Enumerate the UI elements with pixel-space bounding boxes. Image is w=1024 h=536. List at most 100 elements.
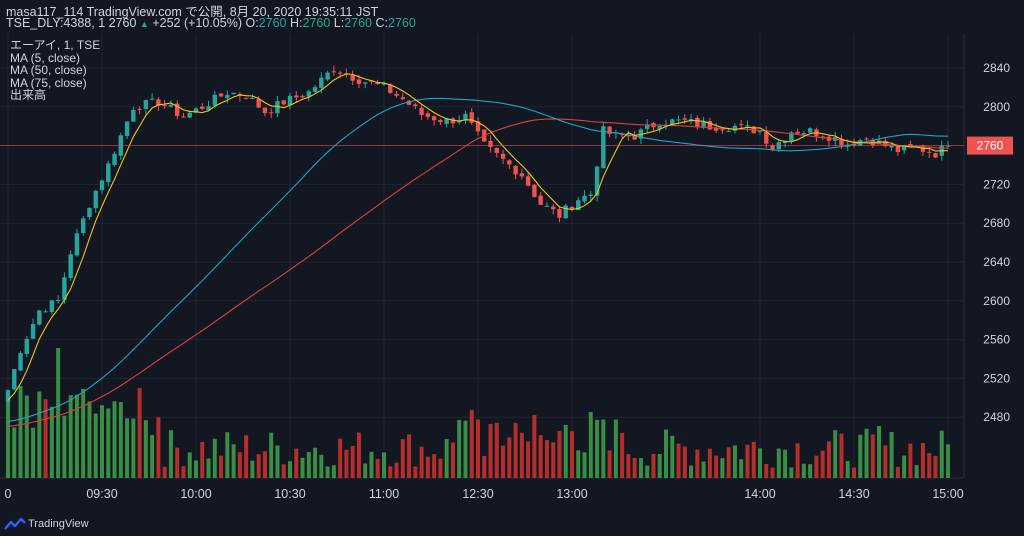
- volume-bar: [118, 402, 123, 478]
- volume-bar: [808, 464, 813, 478]
- volume-bar: [858, 434, 863, 478]
- volume-bar: [344, 449, 349, 478]
- candle-body: [463, 113, 468, 120]
- volume-bar: [488, 424, 493, 478]
- close-value: 2760: [388, 16, 416, 30]
- time-tick-label: 09:30: [86, 487, 117, 501]
- volume-bar: [125, 418, 130, 478]
- candle-body: [262, 107, 268, 114]
- candle-body: [43, 311, 48, 313]
- candle-body: [895, 145, 901, 153]
- candle-body: [30, 323, 36, 339]
- ohlc-line: TSE_DLY:4388, 1 2760 ▲ +252 (+10.05%) O:…: [6, 16, 416, 30]
- candle-body: [770, 145, 775, 150]
- candle-body: [225, 94, 230, 99]
- candle-body: [250, 98, 255, 100]
- candle-body: [294, 95, 299, 98]
- tradingview-logo-icon[interactable]: [4, 517, 26, 531]
- candle-body: [513, 165, 518, 175]
- candle-body: [645, 124, 650, 129]
- brand-name[interactable]: TradingView: [28, 518, 89, 530]
- candle-body: [682, 118, 687, 120]
- candle-body: [68, 254, 73, 278]
- candle-body: [381, 82, 387, 85]
- volume-bar: [795, 443, 800, 478]
- volume-bar: [156, 417, 161, 478]
- volume-bar: [143, 420, 148, 478]
- up-arrow-icon: ▲: [139, 19, 149, 29]
- price-tick-label: 2640: [983, 255, 1010, 269]
- volume-bar: [877, 426, 882, 478]
- legend-ma75[interactable]: MA (75, close): [10, 75, 87, 90]
- volume-bar: [206, 458, 211, 478]
- candle-body: [676, 119, 681, 121]
- volume-bar: [701, 461, 706, 478]
- high-label: H:: [289, 16, 303, 30]
- volume-bar: [920, 443, 925, 478]
- time-tick-label: 10:00: [180, 487, 211, 501]
- volume-bar: [18, 385, 23, 478]
- volume-bar: [914, 465, 919, 478]
- volume-bar: [212, 438, 217, 478]
- volume-bar: [469, 409, 474, 478]
- candle-body: [494, 147, 499, 153]
- volume-bar: [476, 419, 480, 478]
- candle-body: [757, 131, 763, 133]
- volume-bar: [100, 405, 104, 478]
- volume-bar: [513, 422, 518, 478]
- volume-bar: [413, 466, 418, 478]
- candle-body: [337, 72, 343, 74]
- volume-bar: [570, 431, 574, 478]
- volume-bar: [745, 444, 750, 478]
- candle-body: [538, 195, 543, 205]
- volume-bar: [400, 439, 405, 478]
- legend-series-title[interactable]: エーアイ, 1, TSE: [10, 38, 101, 52]
- candle-body: [801, 133, 807, 135]
- candle-body: [701, 121, 706, 128]
- time-tick-label: 13:00: [556, 487, 587, 501]
- volume-bar: [507, 437, 512, 478]
- ma50-line: [7, 97, 949, 422]
- candle-body: [187, 112, 192, 118]
- price-chart[interactable]: 2840 2800 2720 2680 2640 2600 2560 2520 2480 2760…: [0, 34, 1024, 512]
- volume-bar: [526, 441, 531, 478]
- volume-bar: [87, 401, 92, 478]
- candle-body: [168, 104, 174, 107]
- candle-body: [156, 99, 161, 106]
- volume-bar: [31, 427, 36, 478]
- volume-bar: [670, 435, 675, 478]
- candle-body: [124, 121, 130, 137]
- candle-body: [287, 95, 293, 106]
- volume-bar: [168, 430, 173, 478]
- volume-bar: [607, 450, 612, 478]
- candle-body: [594, 166, 600, 196]
- candle-body: [87, 207, 92, 218]
- chart-area[interactable]: 2840 2800 2720 2680 2640 2600 2560 2520 2480 2760…: [0, 34, 1024, 512]
- candle-body: [901, 145, 907, 151]
- volume-bar: [175, 447, 180, 478]
- volume-bar: [870, 434, 875, 478]
- footer: TradingView: [0, 512, 1024, 536]
- candle-body: [62, 277, 67, 300]
- volume-bar: [388, 466, 393, 478]
- volume-bar: [24, 395, 29, 478]
- candle-body: [588, 194, 593, 197]
- candle-body: [444, 118, 449, 124]
- volume-bar: [682, 446, 687, 478]
- candle-body: [475, 121, 481, 132]
- legend-volume[interactable]: 出来高: [10, 88, 47, 102]
- volume-bar: [137, 388, 142, 478]
- legend-ma50[interactable]: MA (50, close): [10, 63, 87, 77]
- volume-bar: [927, 453, 932, 478]
- candle-body: [807, 128, 813, 133]
- candle-body: [74, 233, 80, 256]
- volume-bar: [56, 348, 61, 478]
- volume-bar: [419, 446, 424, 478]
- volume-bar: [225, 432, 230, 478]
- volume-bar: [864, 428, 869, 478]
- volume-bar: [369, 451, 374, 478]
- candle-body: [713, 128, 719, 131]
- volume-bar: [946, 444, 950, 478]
- volume-bar: [237, 452, 242, 478]
- legend-ma5[interactable]: MA (5, close): [10, 50, 81, 65]
